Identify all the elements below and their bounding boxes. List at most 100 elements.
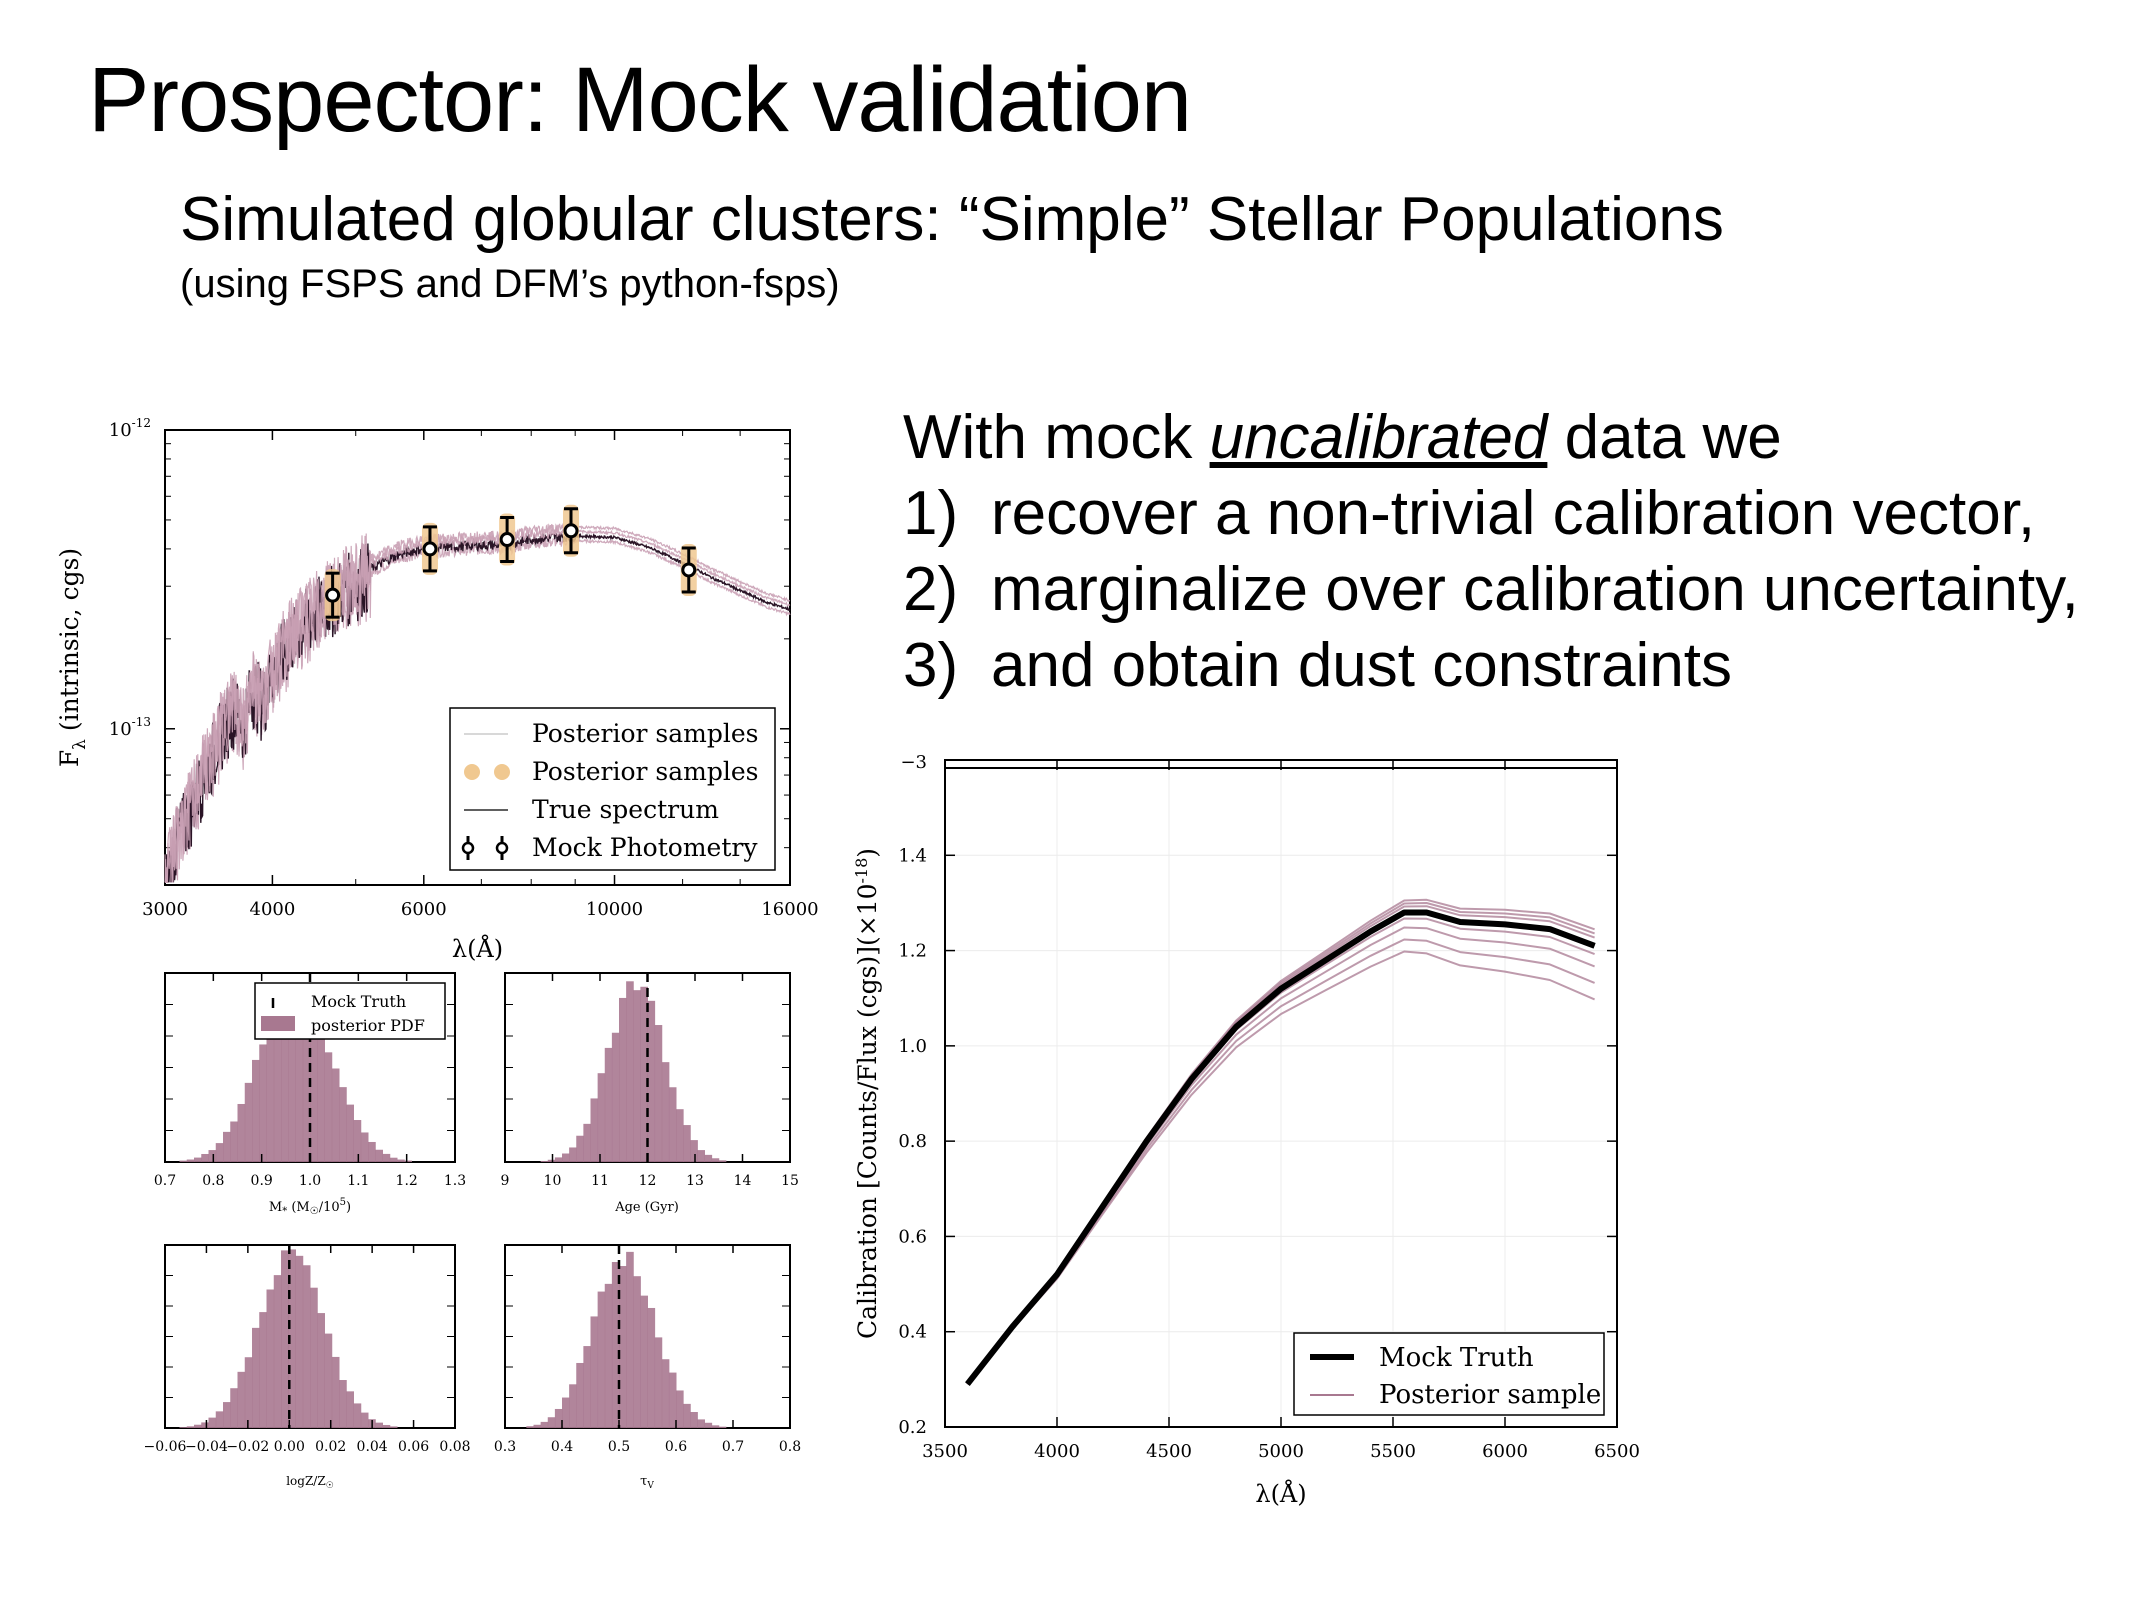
hist-bar-logz [259, 1312, 267, 1428]
hist-bar-age [633, 990, 641, 1162]
hist-xtick-label: 14 [734, 1173, 752, 1189]
hist-bar-logz [331, 1356, 340, 1428]
hist-xtick-label: 10 [544, 1173, 562, 1189]
hist-bar-mass [404, 1160, 412, 1162]
hist-bar-logz [295, 1255, 304, 1428]
hist-bar-mass [273, 1007, 282, 1162]
hist-bar-mass [295, 993, 304, 1162]
slide-subnote: (using FSPS and DFM’s python-fsps) [180, 262, 840, 306]
hist-bar-logz [252, 1327, 260, 1428]
hist-bar-age [611, 1032, 620, 1162]
hist-bar-mass [237, 1103, 246, 1162]
cal-xlabel: λ(Å) [1255, 1479, 1306, 1508]
slide-title: Prospector: Mock validation [88, 49, 1192, 151]
hist-bar-mass [346, 1104, 354, 1162]
hist-bar-tauv [640, 1295, 648, 1428]
hist-bar-tauv [611, 1262, 620, 1428]
hist-bar-mass [310, 1015, 318, 1162]
sed-photometry-point [422, 541, 438, 557]
hist-xtick-label: 0.00 [274, 1439, 305, 1455]
hist-bar-tauv [547, 1417, 556, 1428]
hist-bar-mass [201, 1153, 209, 1162]
cal-ytick-label: 0.8 [898, 1131, 927, 1152]
hist-bar-age [626, 981, 634, 1162]
hist-bar-age [690, 1140, 698, 1162]
hist-bar-age [697, 1150, 705, 1162]
hist-bar-tauv [597, 1291, 606, 1428]
sed-ytick-label: 10-13 [109, 715, 151, 740]
hist-bar-logz [281, 1250, 289, 1428]
hist-bar-logz [339, 1380, 347, 1428]
hist-bar-tauv [569, 1384, 577, 1428]
hist-xtick-label: 0.06 [398, 1439, 429, 1455]
cal-xtick-label: 3500 [922, 1441, 968, 1462]
hist-bar-logz [223, 1402, 231, 1428]
hist-bar-age [711, 1158, 720, 1162]
bullet-intro: With mock uncalibrated data we [903, 403, 1782, 472]
hist-xtick-label: 0.6 [665, 1439, 687, 1455]
hist-xtick-label: 13 [686, 1173, 704, 1189]
hist-bar-tauv [619, 1266, 627, 1428]
hist-bar-tauv [604, 1283, 613, 1428]
hist-bar-logz [208, 1417, 217, 1428]
hist-bar-mass [215, 1143, 224, 1162]
hist-bar-mass [281, 995, 289, 1162]
hist-xtick-label: 1.1 [347, 1173, 369, 1189]
hist-bar-logz [375, 1422, 383, 1428]
hist-bar-age [583, 1123, 591, 1162]
sed-legend-swatch-dot [494, 764, 510, 780]
sed-frame [164, 429, 791, 886]
cal-legend-label: Mock Truth [1379, 1343, 1534, 1373]
hist-legend-label: posterior PDF [311, 1016, 425, 1035]
hist-bar-age [668, 1087, 677, 1162]
hist-bar-tauv [647, 1307, 656, 1428]
hist-bar-age [569, 1147, 577, 1162]
hist-xtick-label: 0.3 [494, 1439, 516, 1455]
hist-xtick-label: −0.04 [185, 1439, 228, 1455]
hist-bar-mass [302, 986, 311, 1162]
emphasis-uncalibrated: uncalibrated [1209, 403, 1548, 472]
hist-bar-age [562, 1153, 570, 1162]
sed-legend-swatch-point [461, 841, 475, 855]
hist-xtick-label: 0.8 [779, 1439, 801, 1455]
hist-bar-logz [266, 1289, 275, 1428]
hist-bar-mass [223, 1131, 231, 1162]
hist-bar-tauv [704, 1422, 713, 1428]
cal-ytick-label: 0.6 [898, 1226, 927, 1247]
hist-bar-mass [368, 1141, 376, 1162]
hist-bar-mass [252, 1059, 260, 1162]
cal-xtick-label: 4000 [1034, 1441, 1080, 1462]
hist-xtick-label: 0.5 [608, 1439, 630, 1455]
hist-bar-tauv [718, 1426, 727, 1428]
cal-xtick-label: 5000 [1258, 1441, 1304, 1462]
hist-bar-age [683, 1125, 691, 1162]
hist-bar-logz [353, 1403, 362, 1428]
hist-bar-mass [353, 1120, 362, 1162]
hist-bar-mass [317, 1019, 325, 1162]
hist-xtick-label: 0.08 [439, 1439, 470, 1455]
slide-subtitle: Simulated globular clusters: “Simple” St… [180, 185, 1724, 254]
hist-bar-mass [179, 1160, 188, 1162]
sed-legend-label: Mock Photometry [532, 833, 758, 862]
sed-photometry-point [499, 532, 515, 548]
hist-xlabel-mass: M* (M☉/105) [269, 1197, 351, 1217]
sed-photometry-point [325, 587, 341, 603]
hist-bar-tauv [661, 1359, 670, 1428]
hist-xtick-label: 0.7 [722, 1439, 744, 1455]
hist-bar-tauv [533, 1424, 542, 1428]
hist-bar-mass [244, 1082, 253, 1162]
hist-bar-logz [230, 1388, 238, 1428]
hist-bar-age [647, 1000, 656, 1162]
hist-bar-mass [324, 1052, 333, 1162]
hist-bar-logz [346, 1391, 354, 1428]
hist-bar-tauv [526, 1426, 534, 1428]
sed-xtick-label: 10000 [586, 899, 643, 920]
hist-bar-logz [179, 1427, 188, 1428]
hist-bar-logz [194, 1424, 202, 1428]
sed-ylabel: Fλ (intrinsic, cgs) [55, 548, 90, 767]
hist-xtick-label: −0.06 [144, 1439, 187, 1455]
sed-legend-swatch-dot [464, 764, 480, 780]
hist-bar-tauv [683, 1403, 691, 1428]
hist-bar-tauv [540, 1421, 549, 1428]
